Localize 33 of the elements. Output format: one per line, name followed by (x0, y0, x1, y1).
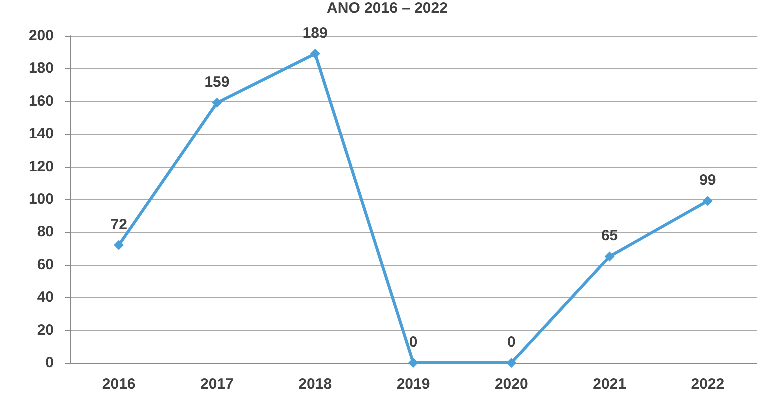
y-tick-label: 200 (28, 28, 54, 44)
y-tick-label: 0 (46, 354, 54, 372)
y-tick-label: 80 (37, 224, 54, 241)
data-label: 0 (507, 334, 516, 351)
point (114, 240, 124, 250)
x-tick-label: 2020 (494, 376, 528, 393)
data-label: 99 (700, 172, 716, 190)
y-tick-label: 180 (28, 60, 54, 78)
y-tick-label: 120 (28, 158, 54, 176)
point (702, 196, 713, 206)
point (604, 252, 615, 262)
point (310, 48, 320, 59)
point (212, 98, 222, 108)
y-tick-label: 20 (37, 322, 54, 339)
data-label: 189 (302, 24, 328, 42)
data-label: 65 (601, 228, 618, 245)
x-tick-label: 2017 (200, 376, 234, 393)
y-tick-label: 60 (37, 256, 54, 274)
x-tick-label: 2022 (691, 376, 725, 393)
x-tick-label: 2016 (102, 376, 136, 393)
point (506, 358, 517, 368)
x-tick-label: 2021 (593, 376, 626, 393)
x-tick-label: 2019 (396, 376, 430, 393)
y-tick-label: 160 (28, 92, 54, 110)
y-tick-label: 100 (28, 191, 54, 208)
point (408, 358, 418, 368)
data-label: 0 (409, 334, 418, 351)
data-label: 159 (204, 74, 230, 92)
y-tick-label: 40 (37, 289, 54, 306)
x-tick-label: 2018 (298, 376, 332, 393)
data-label: 72 (110, 216, 128, 234)
chart-title: ANO 2016 – 2022 (327, 0, 448, 17)
y-tick-label: 140 (28, 126, 54, 143)
